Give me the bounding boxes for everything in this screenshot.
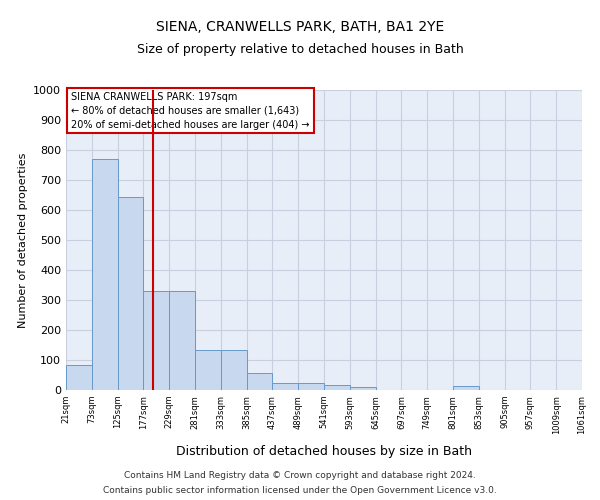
Bar <box>453 386 479 390</box>
Bar <box>92 159 118 390</box>
Text: Contains HM Land Registry data © Crown copyright and database right 2024.: Contains HM Land Registry data © Crown c… <box>124 471 476 480</box>
Bar <box>247 372 272 390</box>
Bar <box>118 197 143 390</box>
Text: SIENA CRANWELLS PARK: 197sqm
← 80% of detached houses are smaller (1,643)
20% of: SIENA CRANWELLS PARK: 197sqm ← 80% of de… <box>71 92 310 130</box>
Y-axis label: Number of detached properties: Number of detached properties <box>17 152 28 328</box>
Bar <box>221 350 247 390</box>
Bar <box>272 383 298 390</box>
Bar <box>324 385 350 390</box>
Text: Size of property relative to detached houses in Bath: Size of property relative to detached ho… <box>137 42 463 56</box>
Bar <box>169 291 195 390</box>
Bar <box>143 291 169 390</box>
Bar <box>195 350 221 390</box>
X-axis label: Distribution of detached houses by size in Bath: Distribution of detached houses by size … <box>176 445 472 458</box>
Bar <box>350 387 376 390</box>
Bar <box>298 384 324 390</box>
Text: Contains public sector information licensed under the Open Government Licence v3: Contains public sector information licen… <box>103 486 497 495</box>
Bar <box>66 365 92 390</box>
Text: SIENA, CRANWELLS PARK, BATH, BA1 2YE: SIENA, CRANWELLS PARK, BATH, BA1 2YE <box>156 20 444 34</box>
